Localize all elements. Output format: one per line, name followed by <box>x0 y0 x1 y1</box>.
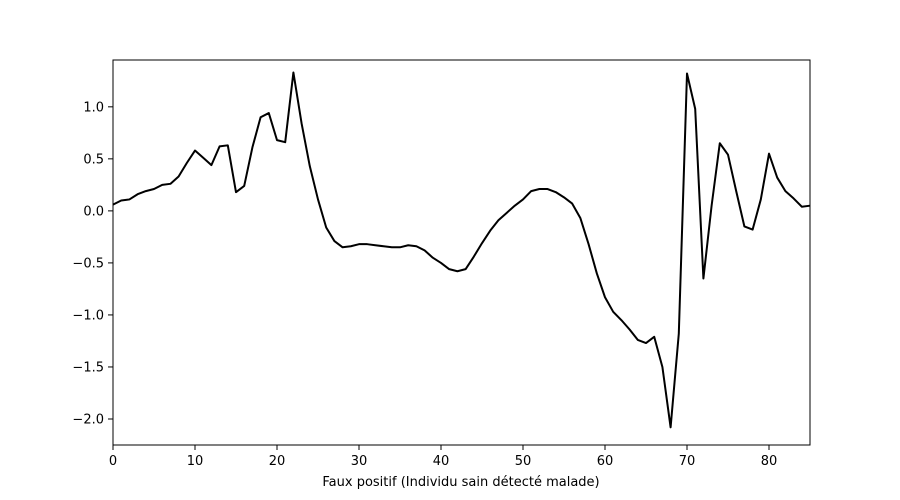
y-tick-label: −1.0 <box>72 308 104 323</box>
series-line <box>112 71 811 429</box>
x-tick-label: 50 <box>515 454 532 469</box>
ticks-layer: 0 10 20 30 40 50 60 70 80 −2.0 −1.5 −1.0 −0.5 0.0 0.5 1… <box>72 100 777 469</box>
y-tick-label: −2.0 <box>72 412 104 427</box>
y-tick-label: 0.5 <box>83 152 104 167</box>
y-tick-label: −0.5 <box>72 256 104 271</box>
x-axis-label: Faux positif (Individu sain détecté mala… <box>322 475 599 490</box>
x-tick-label: 0 <box>109 454 117 469</box>
x-tick-label: 30 <box>351 454 368 469</box>
plot-frame <box>112 59 811 446</box>
x-tick-label: 40 <box>433 454 450 469</box>
y-tick-label: 0.0 <box>83 204 104 219</box>
y-tick-label: 1.0 <box>83 100 104 115</box>
x-tick-label: 70 <box>679 454 696 469</box>
x-tick-label: 60 <box>597 454 614 469</box>
x-tick-label: 10 <box>187 454 204 469</box>
y-tick-label: −1.5 <box>72 360 104 375</box>
x-tick-label: 80 <box>761 454 778 469</box>
series-layer <box>112 71 811 429</box>
x-tick-label: 20 <box>269 454 286 469</box>
